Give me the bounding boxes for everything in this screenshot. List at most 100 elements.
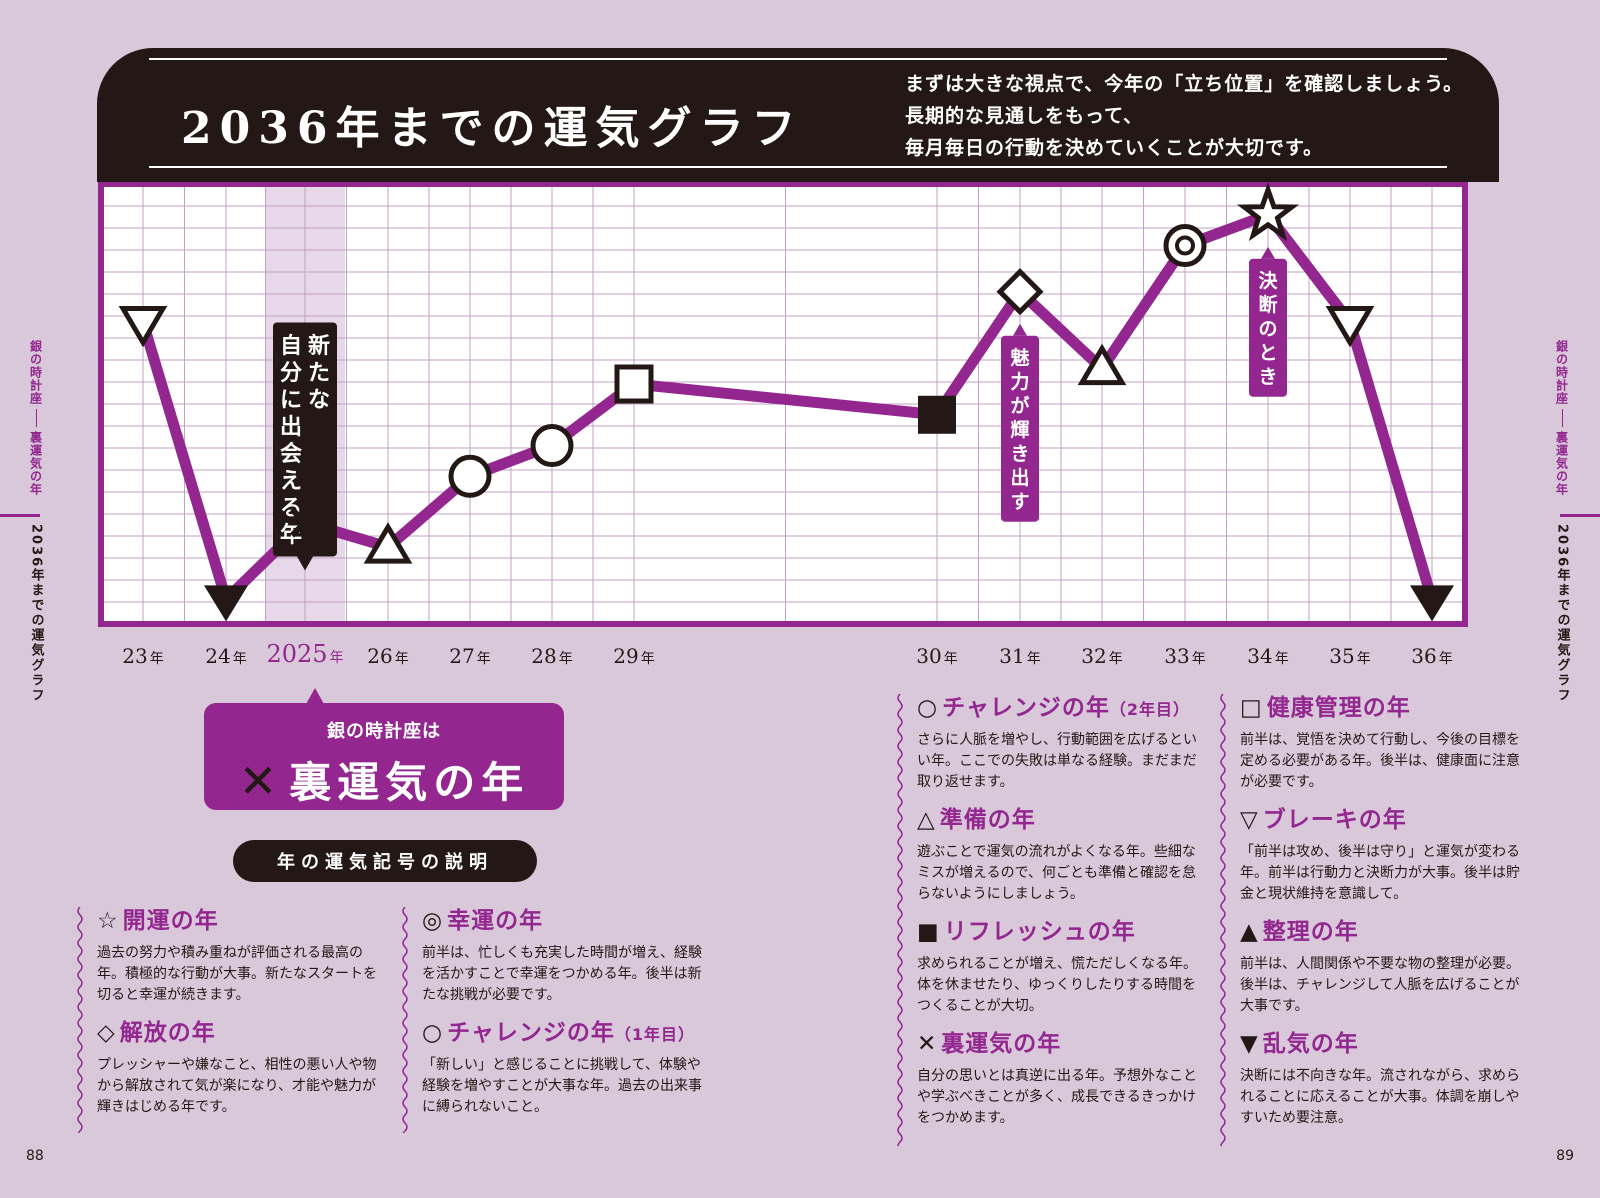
header-band: 2036年までの運気グラフ まずは大きな視点で、今年の「立ち位置」を確認しましょ… [97, 48, 1499, 182]
filled-square-icon: ■ [917, 919, 940, 945]
year-tick-label: 23 年 [122, 644, 163, 668]
challenge-marker [448, 454, 492, 498]
intro-line: まずは大きな視点で、今年の「立ち位置」を確認しましょう。 [905, 73, 1464, 95]
svg-text:会: 会 [280, 441, 302, 467]
wavy-divider [402, 907, 408, 1133]
svg-text:き: き [1010, 443, 1029, 465]
circle-icon: ○ [917, 695, 939, 721]
year-suffix: 年 [1356, 651, 1371, 667]
legend-item-heading: ☆ 開運の年 [97, 901, 387, 935]
svg-text:き: き [1258, 366, 1277, 388]
legend-item-heading: □ 健康管理の年 [1240, 688, 1530, 722]
year-tick-label: 2025 年 [266, 640, 343, 668]
legend-column: ☆ 開運の年 過去の努力や積み重ねが評価される最高の年。積極的な行動が大事。新たなス… [75, 907, 377, 1133]
legend-item: □ 健康管理の年 前半は、覚悟を決めて行動し、今後の目標を定める必要がある年。後半は… [1240, 688, 1530, 793]
legend-item-name: 開運の年 [122, 908, 219, 934]
year-suffix: 年 [1108, 651, 1123, 667]
year-tick-label: 34 年 [1247, 644, 1288, 668]
side-constellation: 銀の時計座 [28, 340, 43, 405]
svg-text:の: の [1258, 318, 1277, 340]
legend-item-description: プレッシャーや嫌なこと、相性の悪い人や物から解放されて気が楽になり、才能や魅力が… [97, 1057, 377, 1115]
svg-text:た: た [308, 361, 330, 386]
side-constellation: 銀の時計座 [1554, 340, 1569, 405]
prepare-marker [363, 522, 413, 564]
year-tick-label: 24 年 [205, 644, 246, 668]
legend-item-name: 解放の年 [119, 1020, 216, 1046]
legend-item: ■ リフレッシュの年 求められることが増え、慌ただしくなる年。体を休ませたり、ゆっく… [917, 912, 1207, 1017]
svg-text:え: え [280, 469, 302, 494]
page-number-left: 88 [26, 1148, 44, 1164]
year-number: 31 [999, 644, 1025, 668]
wavy-divider [1220, 694, 1226, 1146]
year-tick-label: 30 年 [916, 644, 957, 668]
year-number: 24 [205, 644, 231, 668]
legend-item-description: 決断には不向きな年。流されながら、求められることに応えることが大事。体調を崩しや… [1240, 1068, 1520, 1126]
legend-item-description: 「新しい」と感じることに挑戦して、体験や経験を増やすことが大事な年。過去の出来事… [422, 1057, 702, 1115]
circle-icon: ○ [422, 1020, 444, 1046]
year-suffix: 年 [1274, 651, 1289, 667]
year-number: 23 [122, 644, 148, 668]
prepare-marker [1077, 343, 1127, 386]
legend-item: △ 準備の年遊ぶことで運気の流れがよくなる年。些細なミスが増えるので、何ごとも準備… [917, 800, 1207, 905]
legend-item: ○ チャレンジの年（1年目） 「新しい」と感じることに挑戦して、体験や経験を増やすこ… [422, 1013, 712, 1118]
legend-item-heading: △ 準備の年 [917, 800, 1207, 834]
legend-item-description: 前半は、忙しくも充実した時間が増え、経験を活かすことで幸運をつかめる年。後半は新… [422, 945, 702, 1003]
side-section: 裏運気の年 [28, 431, 43, 496]
double-circle-icon: ◎ [422, 908, 444, 934]
side-index-right: 銀の時計座 裏運気の年 2036年までの運気グラフ [1552, 340, 1572, 703]
legend-item-description: 遊ぶことで運気の流れがよくなる年。些細なミスが増えるので、何ごとも準備と確認を怠… [917, 844, 1197, 902]
legend-item-sub: （1年目） [614, 1025, 695, 1044]
brake-marker [1325, 305, 1375, 348]
svg-text:分: 分 [280, 361, 302, 386]
triangle-icon: △ [917, 807, 936, 833]
side-rule-left [0, 514, 40, 517]
fortune-chart: 新たな自分に出会える年魅力が輝き出す決断のとき [97, 182, 1499, 642]
legend-item-sub: （2年目） [1109, 700, 1190, 719]
filled-down-triangle-icon: ▼ [1240, 1031, 1259, 1057]
legend-column: □ 健康管理の年 前半は、覚悟を決めて行動し、今後の目標を定める必要がある年。後半は… [1218, 694, 1520, 1146]
page-number-right: 89 [1556, 1148, 1574, 1164]
legend-item-name: 幸運の年 [447, 908, 544, 934]
year-tick-label: 33 年 [1164, 644, 1205, 668]
year-tick-label: 27 年 [449, 644, 490, 668]
reverse-marker [289, 507, 321, 538]
star-icon: ☆ [97, 908, 119, 934]
health-marker [614, 364, 654, 404]
year-number: 36 [1411, 644, 1437, 668]
legend-item: ◎ 幸運の年前半は、忙しくも充実した時間が増え、経験を活かすことで幸運をつかめる年… [422, 901, 712, 1006]
svg-text:輝: 輝 [1010, 419, 1029, 441]
year-tick-label: 26 年 [367, 644, 408, 668]
intro-line: 毎月毎日の行動を決めていくことが大切です。 [905, 137, 1324, 159]
wavy-divider [77, 907, 83, 1133]
legend-item-description: さらに人脈を増やし、行動範囲を広げるといい年。ここでの失敗は単なる経験。まだまだ… [917, 732, 1197, 790]
current-year-callout: 銀の時計座は ✕ 裏運気の年 [204, 703, 564, 810]
legend-item-name: 乱気の年 [1262, 1031, 1359, 1057]
svg-text:断: 断 [1258, 293, 1277, 316]
down-triangle-icon: ▽ [1240, 807, 1259, 833]
year-tick-label: 31 年 [999, 644, 1040, 668]
year-number: 28 [531, 644, 557, 668]
year-number: 35 [1329, 644, 1355, 668]
legend-title: 年の運気記号の説明 [233, 840, 537, 882]
cross-icon: ✕ [238, 754, 284, 808]
svg-text:新: 新 [308, 333, 330, 359]
legend-item-description: 「前半は攻め、後半は守り」と運気が変わる年。前半は行動力と決断力が大事。後半は貯… [1240, 844, 1520, 902]
year-number: 30 [916, 644, 942, 668]
legend-item-name: 整理の年 [1262, 919, 1359, 945]
year-suffix: 年 [558, 651, 573, 667]
year-number: 26 [367, 644, 393, 668]
legend-item-name: リフレッシュの年 [943, 919, 1136, 945]
side-rule-right [1560, 514, 1600, 517]
year-suffix: 年 [394, 651, 409, 667]
svg-text:出: 出 [280, 415, 302, 440]
legend-item-heading: ○ チャレンジの年（1年目） [422, 1013, 712, 1047]
wavy-divider [897, 694, 903, 1146]
challenge-marker [530, 424, 574, 468]
year-suffix: 年 [640, 651, 655, 667]
disorder-marker [204, 585, 248, 622]
fortune-marker [1163, 224, 1207, 268]
year-suffix: 年 [943, 651, 958, 667]
